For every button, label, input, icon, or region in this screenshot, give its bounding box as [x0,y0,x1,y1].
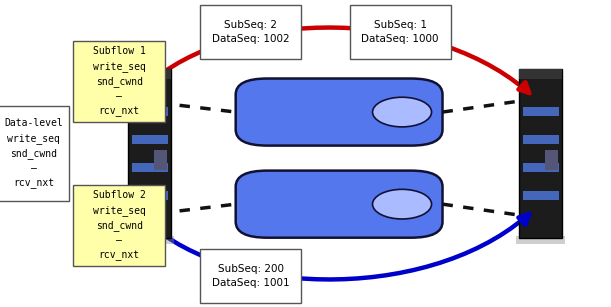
FancyBboxPatch shape [132,135,167,144]
FancyBboxPatch shape [73,185,165,266]
FancyBboxPatch shape [516,236,565,244]
FancyBboxPatch shape [132,191,167,200]
Text: Subflow 1
write_seq
snd_cwnd
—
rcv_nxt: Subflow 1 write_seq snd_cwnd — rcv_nxt [93,46,145,117]
Text: Data-level
write_seq
snd_cwnd
—
rcv_nxt: Data-level write_seq snd_cwnd — rcv_nxt [4,118,63,189]
FancyBboxPatch shape [128,69,171,79]
FancyBboxPatch shape [200,5,301,59]
FancyBboxPatch shape [545,150,558,170]
Circle shape [373,97,431,127]
FancyBboxPatch shape [519,69,562,238]
FancyBboxPatch shape [132,107,167,116]
FancyBboxPatch shape [236,171,442,238]
FancyBboxPatch shape [523,163,558,172]
FancyBboxPatch shape [349,5,451,59]
Text: SubSeq: 200
DataSeq: 1001: SubSeq: 200 DataSeq: 1001 [211,264,290,289]
FancyBboxPatch shape [154,150,167,170]
Text: Subflow 2
write_seq
snd_cwnd
—
rcv_nxt: Subflow 2 write_seq snd_cwnd — rcv_nxt [93,190,145,261]
FancyBboxPatch shape [519,69,562,79]
FancyBboxPatch shape [0,106,68,201]
FancyBboxPatch shape [236,79,442,146]
FancyBboxPatch shape [73,41,165,122]
Text: SubSeq: 2
DataSeq: 1002: SubSeq: 2 DataSeq: 1002 [211,20,290,45]
FancyBboxPatch shape [132,163,167,172]
Text: SubSeq: 1
DataSeq: 1000: SubSeq: 1 DataSeq: 1000 [362,20,439,45]
FancyBboxPatch shape [523,107,558,116]
FancyBboxPatch shape [523,135,558,144]
FancyBboxPatch shape [200,249,301,303]
FancyBboxPatch shape [523,191,558,200]
Circle shape [373,189,431,219]
FancyBboxPatch shape [128,69,171,238]
FancyBboxPatch shape [125,236,174,244]
